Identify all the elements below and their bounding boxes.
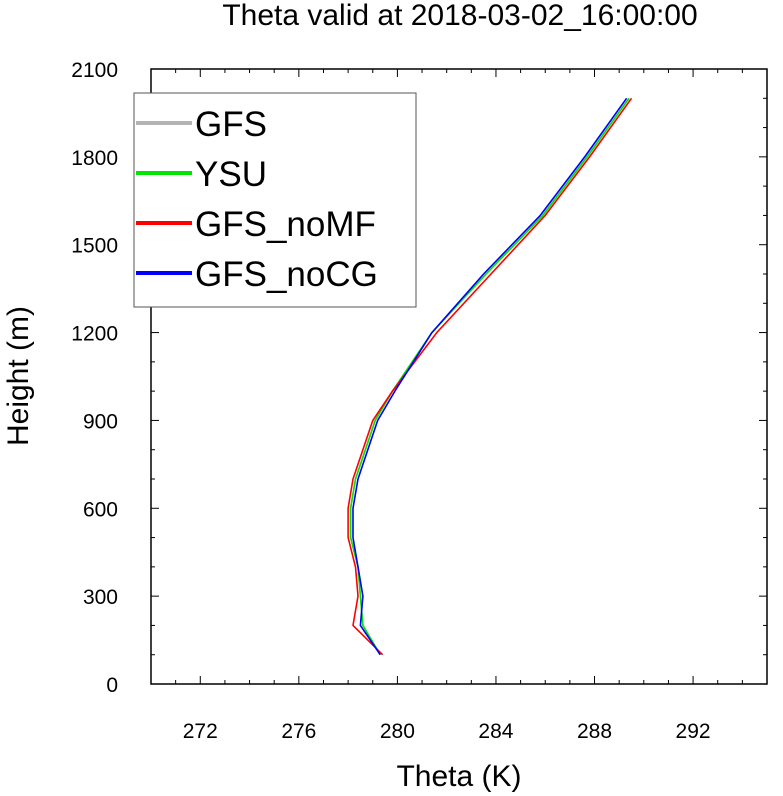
y-tick-label: 0 [106, 674, 118, 697]
y-tick-label: 1800 [71, 147, 118, 170]
legend-label: YSU [195, 155, 267, 194]
y-tick-label: 1500 [71, 235, 118, 258]
x-tick-label: 272 [183, 720, 218, 743]
y-tick-label: 1200 [71, 323, 118, 346]
x-tick-label: 284 [478, 720, 513, 743]
x-axis-label: Theta (K) [396, 760, 521, 793]
y-tick-label: 600 [83, 498, 118, 521]
y-tick-label: 2100 [71, 59, 118, 82]
legend: GFS YSU GFS_noMF GFS_noCG [133, 92, 417, 308]
series-line-gfs-nomf [347, 97, 633, 656]
legend-label: GFS_noCG [195, 255, 378, 294]
series-line-gfs-nocg [352, 97, 628, 656]
x-tick-label: 292 [676, 720, 711, 743]
y-tick-label: 300 [83, 586, 118, 609]
legend-label: GFS [195, 105, 267, 144]
axis-tick-labels: 272 276 280 284 288 292 0 300 600 900 1200 1500 1800… [71, 59, 710, 743]
chart-title: Theta valid at 2018-03-02_16:00:00 [222, 0, 697, 32]
x-tick-label: 276 [281, 720, 316, 743]
plot-frame [150, 68, 768, 685]
y-axis-label: Height (m) [2, 306, 35, 446]
data-series [347, 97, 633, 656]
x-tick-label: 288 [577, 720, 612, 743]
legend-label: GFS_noMF [195, 205, 376, 244]
series-line-ysu [349, 97, 630, 656]
x-tick-label: 280 [380, 720, 415, 743]
y-tick-label: 900 [83, 410, 118, 433]
